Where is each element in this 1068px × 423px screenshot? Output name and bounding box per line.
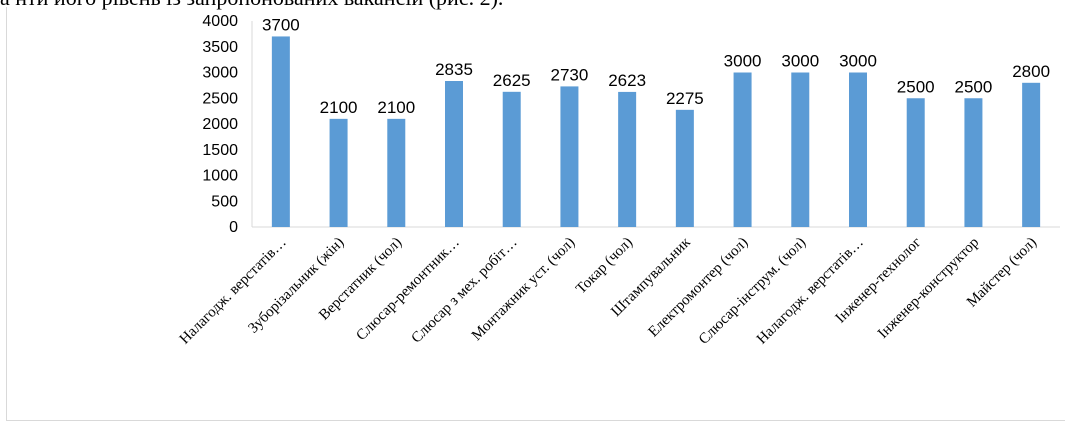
- data-label: 2730: [551, 65, 589, 84]
- data-label: 2100: [320, 98, 358, 117]
- document-text-fragment: а нти його рівень із запропонованих вака…: [0, 0, 503, 11]
- category-label: Налагодж. верстатів…: [754, 235, 867, 348]
- data-label: 2623: [608, 71, 646, 90]
- y-tick-label: 2500: [202, 90, 238, 107]
- bar: [675, 109, 694, 227]
- bars: [271, 36, 1041, 228]
- data-label: 3700: [262, 15, 300, 34]
- y-tick-label: 3000: [202, 65, 238, 82]
- y-axis-ticks: 0 500 1000 1500 2000 2500 3000 3500 4000: [202, 13, 238, 236]
- bar: [445, 80, 463, 227]
- bar: [502, 91, 521, 227]
- category-label: Слюсар з мех. робіт…: [409, 235, 521, 347]
- bar: [1022, 82, 1041, 227]
- y-tick-label: 500: [211, 193, 238, 210]
- category-label: Токар (чол): [573, 235, 636, 298]
- category-label: Налагодж. верстатів…: [177, 235, 290, 348]
- data-label: 2500: [955, 77, 993, 96]
- y-tick-label: 3500: [202, 39, 238, 56]
- category-label: Інженер-конструктор: [875, 235, 982, 342]
- data-label: 2275: [666, 89, 704, 108]
- data-label: 2500: [897, 77, 935, 96]
- data-label: 2100: [377, 98, 415, 117]
- bar: [271, 36, 290, 228]
- data-label: 2625: [493, 71, 531, 90]
- bar: [618, 91, 637, 227]
- data-label: 2835: [435, 60, 473, 79]
- category-label: Слюсар-інструм. (чол): [696, 235, 809, 348]
- bar: [791, 72, 810, 227]
- data-label: 3000: [724, 52, 762, 71]
- y-tick-label: 1000: [202, 168, 238, 185]
- y-tick-label: 2000: [202, 116, 238, 133]
- category-labels: Налагодж. верстатів…Зуборізальник (жін)В…: [177, 234, 1040, 348]
- bar: [733, 72, 752, 227]
- category-label: Слюсар-ремонтник…: [353, 235, 462, 344]
- data-label: 3000: [839, 52, 877, 71]
- data-labels: 3700 2100 2100 2835 2625 2730 2623 2275 3000 3000…: [262, 15, 1050, 116]
- bar: [329, 118, 348, 227]
- category-label: Зуборізальник (жін): [245, 235, 347, 337]
- y-tick-label: 4000: [202, 13, 238, 30]
- bar: [964, 98, 983, 227]
- bar: [560, 86, 579, 227]
- bar: [849, 72, 867, 227]
- y-tick-label: 1500: [202, 142, 238, 159]
- y-tick-label: 0: [229, 219, 238, 236]
- chart-frame: [6, 7, 1065, 421]
- bar: [387, 118, 406, 227]
- data-label: 3000: [781, 52, 819, 71]
- category-label: Монтажник уст. (чол): [469, 235, 578, 344]
- data-label: 2800: [1012, 62, 1050, 81]
- category-label: Електромонтер (чол): [646, 235, 752, 341]
- bar: [906, 98, 925, 227]
